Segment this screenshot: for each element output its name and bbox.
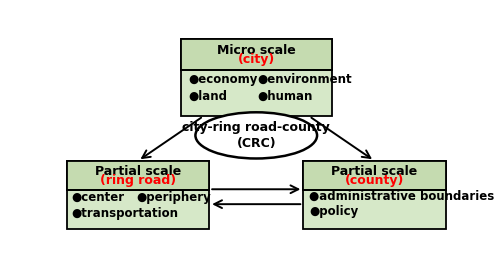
Bar xyxy=(303,161,446,190)
Bar xyxy=(181,39,332,70)
Text: Partial scale: Partial scale xyxy=(95,165,181,178)
Text: ●policy: ●policy xyxy=(310,205,358,218)
Text: (CRC): (CRC) xyxy=(236,137,276,150)
Text: ●center: ●center xyxy=(72,191,124,204)
Bar xyxy=(181,39,332,116)
Text: ●periphery: ●periphery xyxy=(136,191,211,204)
Ellipse shape xyxy=(196,112,317,159)
Text: ●administrative boundaries: ●administrative boundaries xyxy=(310,190,494,203)
Text: city-ring road-county: city-ring road-county xyxy=(182,121,330,134)
Bar xyxy=(67,161,210,190)
Text: Partial scale: Partial scale xyxy=(332,165,418,178)
Text: ●environment: ●environment xyxy=(258,73,352,86)
Text: Micro scale: Micro scale xyxy=(217,44,296,57)
Text: ●human: ●human xyxy=(258,90,313,103)
Text: (ring road): (ring road) xyxy=(100,173,176,187)
Text: ●economy: ●economy xyxy=(188,73,258,86)
Bar xyxy=(67,161,210,228)
Text: ●land: ●land xyxy=(188,90,228,103)
Text: (city): (city) xyxy=(238,53,275,66)
Bar xyxy=(303,161,446,228)
Text: ●transportation: ●transportation xyxy=(72,207,178,220)
Text: (county): (county) xyxy=(345,173,404,187)
